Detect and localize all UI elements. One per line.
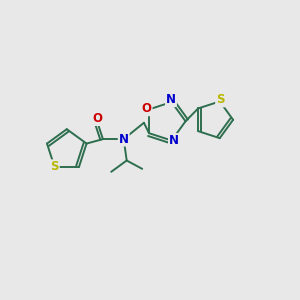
Text: S: S	[216, 93, 225, 106]
Text: N: N	[169, 134, 179, 147]
Text: S: S	[50, 160, 59, 173]
Text: O: O	[142, 102, 152, 115]
Text: N: N	[166, 93, 176, 106]
Text: O: O	[93, 112, 103, 125]
Text: N: N	[119, 133, 129, 146]
